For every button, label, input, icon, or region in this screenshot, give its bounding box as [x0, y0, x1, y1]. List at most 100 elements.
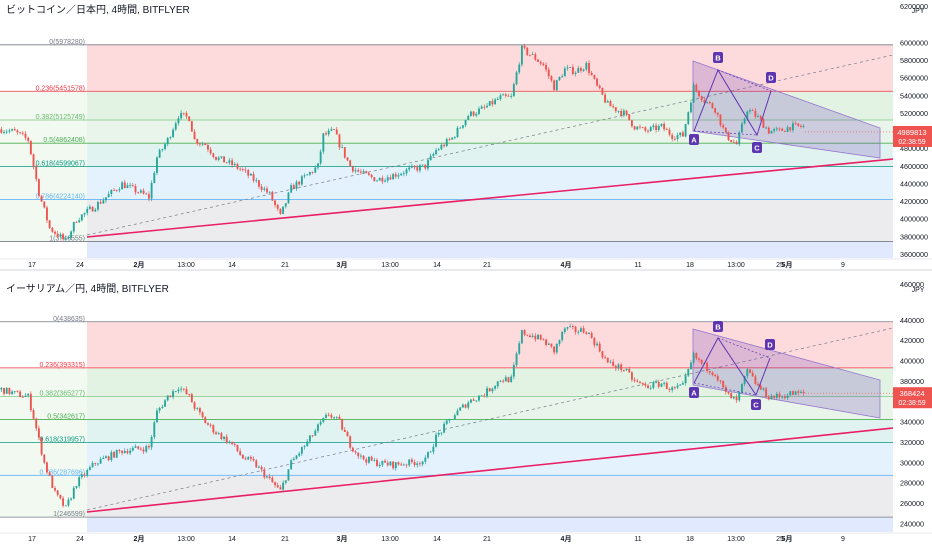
- support-trendline[interactable]: [86, 427, 894, 513]
- candle-body: [118, 449, 121, 451]
- candle-body: [633, 126, 636, 130]
- candle-body: [80, 214, 83, 221]
- candle-body: [496, 99, 499, 100]
- candle-body: [789, 127, 792, 131]
- ethereum-time-axis[interactable]: 17 24 2月 13:00 14 21 3月 13:00 14 21 4月 11 18 13:00 255…: [0, 532, 932, 543]
- candle-body: [408, 459, 411, 466]
- price-axis-tick: 4000000: [900, 215, 928, 224]
- candle-body: [287, 469, 290, 481]
- candle-body: [550, 76, 553, 81]
- ethereum-price-axis[interactable]: 4400004200004000003800003600003400003200…: [893, 280, 932, 528]
- candle-body: [317, 424, 319, 431]
- candle-body: [510, 96, 513, 97]
- candle-body: [478, 108, 480, 114]
- candle-body: [585, 63, 588, 70]
- bitcoin-price-axis[interactable]: 6000000580000056000005400000520000050000…: [893, 2, 932, 259]
- pattern-point-badge[interactable]: [713, 52, 723, 63]
- price-axis-tick: 4400000: [900, 179, 928, 188]
- candle-body: [46, 207, 48, 221]
- candle-body: [566, 67, 569, 69]
- abcd-pattern-line[interactable]: [693, 68, 772, 137]
- candle-body: [188, 394, 191, 395]
- candle-body: [520, 45, 523, 65]
- candle-body: [40, 195, 43, 202]
- candle-body: [319, 151, 322, 164]
- candle-body: [437, 149, 440, 151]
- candle-body: [461, 404, 464, 408]
- candle-body: [378, 177, 381, 181]
- bitcoin-chart-panel[interactable]: ビットコイン／日本円, 4時間, BITFLYER JPY 0(5978280)…: [0, 2, 932, 269]
- candle-body: [357, 452, 360, 457]
- candle-body: [507, 377, 510, 383]
- candle-body: [113, 452, 115, 458]
- candle-body: [164, 144, 166, 150]
- candle-body: [714, 374, 717, 377]
- pattern-point-badge[interactable]: [766, 72, 776, 83]
- candle-body: [215, 156, 217, 160]
- pattern-point-badge[interactable]: [689, 387, 699, 398]
- candle-body: [494, 99, 497, 105]
- candle-body: [225, 162, 228, 164]
- candle-body: [389, 177, 392, 180]
- fib-level-label: 0.786(4224140): [36, 193, 85, 200]
- fib-level-label: 0.5(342617): [47, 413, 85, 420]
- candle-body: [604, 94, 607, 103]
- pattern-point-badge[interactable]: [751, 399, 761, 410]
- bitcoin-plot-area[interactable]: 0(5978280) 0.236(5451578) 0.382(5125749) 0.…: [0, 39, 894, 258]
- price-axis-tick: 240000: [900, 519, 924, 528]
- candle-body: [185, 113, 188, 117]
- candle-body: [464, 404, 467, 408]
- ethereum-plot-area[interactable]: 0(438635) 0.236(393315) 0.382(365277) 0.5(3…: [0, 316, 894, 532]
- candle-body: [598, 85, 601, 88]
- candle-body: [588, 63, 590, 73]
- candle-body: [649, 127, 652, 131]
- candle-body: [295, 455, 298, 459]
- candle-body: [333, 129, 336, 131]
- candle-body: [386, 462, 389, 466]
- candle-body: [153, 422, 156, 437]
- candle-body: [700, 359, 703, 364]
- candle-body: [692, 353, 695, 363]
- last-price-badge[interactable]: [893, 387, 932, 409]
- candle-body: [612, 106, 615, 108]
- candle-body: [574, 72, 577, 74]
- candle-body: [571, 67, 574, 74]
- candle-body: [440, 432, 443, 434]
- candle-body: [359, 171, 362, 173]
- ethereum-chart-panel[interactable]: イーサリアム／円, 4時間, BITFLYER JPY 0(438635) 0.2…: [0, 280, 932, 543]
- candle-body: [641, 127, 644, 129]
- candle-body: [27, 393, 30, 396]
- candle-body: [62, 234, 64, 239]
- pattern-point-badge[interactable]: [765, 339, 775, 350]
- candle-body: [773, 395, 776, 398]
- candle-body: [276, 204, 279, 209]
- candle-body: [139, 448, 142, 450]
- candle-body: [604, 357, 607, 359]
- last-price-badge[interactable]: [893, 125, 932, 147]
- descending-channel[interactable]: [692, 328, 881, 419]
- candle-body: [802, 125, 805, 127]
- pattern-point-badge[interactable]: [689, 134, 699, 145]
- candle-body: [593, 338, 596, 346]
- time-axis-tick: 17: [28, 262, 36, 269]
- candle-body: [727, 132, 730, 141]
- pattern-point-badge[interactable]: [713, 321, 723, 332]
- candle-body: [182, 388, 185, 390]
- abcd-pattern-line[interactable]: [693, 337, 771, 397]
- candle-body: [126, 185, 129, 189]
- candle-body: [16, 391, 19, 392]
- support-trendline[interactable]: [86, 158, 894, 238]
- candle-body: [145, 193, 148, 195]
- bitcoin-time-axis[interactable]: 17 24 2月 13:00 14 21 3月 13:00 14 21 4月 11 18 13:00 255…: [0, 258, 932, 269]
- pattern-point-badge[interactable]: [752, 142, 762, 153]
- candle-body: [708, 370, 711, 373]
- candle-body: [62, 498, 64, 506]
- price-axis-tick: 260000: [900, 499, 924, 508]
- candle-body: [78, 477, 81, 487]
- fib-level-label: 0.786(287696): [39, 469, 85, 476]
- time-axis-tick: 13:00: [177, 536, 195, 543]
- bitcoin-chart-title: ビットコイン／日本円, 4時間, BITFLYER: [6, 3, 190, 16]
- candle-body: [529, 54, 531, 56]
- time-axis-tick: 21: [281, 536, 289, 543]
- candle-body: [126, 450, 129, 454]
